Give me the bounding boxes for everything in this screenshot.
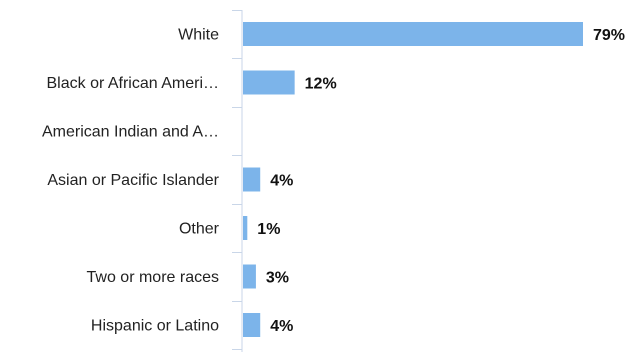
category-label: Black or African Ameri… xyxy=(47,75,220,92)
axis-layer xyxy=(232,10,243,352)
data-label: 1% xyxy=(257,221,280,238)
data-label: 4% xyxy=(270,173,293,190)
data-label: 12% xyxy=(305,76,337,93)
category-label: Asian or Pacific Islander xyxy=(47,172,219,189)
category-label: Other xyxy=(179,221,220,238)
category-label: Hispanic or Latino xyxy=(91,318,219,335)
bar xyxy=(243,22,583,46)
category-label: White xyxy=(178,27,219,44)
category-label: Two or more races xyxy=(87,269,219,286)
bar xyxy=(243,313,261,337)
data-label: 4% xyxy=(270,318,293,335)
bar xyxy=(243,264,256,289)
data-label: 79% xyxy=(593,27,625,44)
bar xyxy=(243,216,248,240)
category-label: American Indian and A… xyxy=(42,124,219,141)
bars-layer xyxy=(243,22,583,337)
bar xyxy=(243,167,261,192)
labels-layer: White 79% Black or African Ameri… 12% Americ… xyxy=(42,27,625,336)
data-label: 3% xyxy=(266,270,289,287)
bar xyxy=(243,70,295,95)
